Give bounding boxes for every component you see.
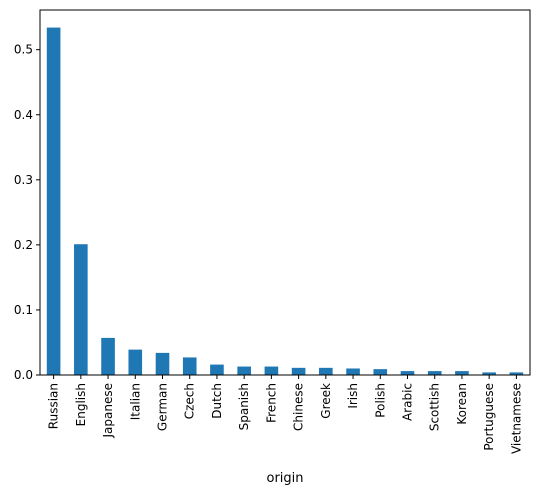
x-tick-label: Dutch <box>210 383 224 419</box>
bar-chinese <box>291 367 306 375</box>
x-tick-label: Scottish <box>428 383 442 431</box>
x-tick-label: Russian <box>47 383 61 429</box>
bar-greek <box>319 367 333 375</box>
bar-french <box>264 366 279 375</box>
x-tick-label: Korean <box>455 383 469 425</box>
x-tick-label: German <box>156 383 170 431</box>
bars-group <box>46 27 524 376</box>
bar-english <box>74 244 88 375</box>
bar-vietnamese <box>509 372 524 375</box>
x-tick-label: English <box>74 383 88 426</box>
x-tick-label: Vietnamese <box>509 383 523 454</box>
x-tick-label: Irish <box>346 383 360 409</box>
bar-spanish <box>237 366 251 375</box>
x-tick-label: Chinese <box>292 383 306 431</box>
x-axis: Russian English Japanese Italian German Czech… <box>47 375 523 454</box>
y-tick-label: 0.2 <box>14 238 33 252</box>
bar-italian <box>128 349 143 375</box>
bar-dutch <box>210 364 224 375</box>
x-tick-label: Polish <box>373 383 387 418</box>
x-tick-label: Italian <box>128 383 142 420</box>
plot-frame <box>39 9 531 376</box>
x-tick-label: Spanish <box>237 383 251 430</box>
x-tick-label: Japanese <box>101 383 115 439</box>
bar-korean <box>455 371 469 375</box>
y-axis: 0.0 0.1 0.2 0.3 0.4 0.5 <box>14 43 40 382</box>
y-tick-label: 0.4 <box>14 108 33 122</box>
bar-czech <box>182 357 197 375</box>
x-tick-label: Arabic <box>401 383 415 421</box>
x-tick-label: Portuguese <box>482 383 496 451</box>
bar-polish <box>373 369 388 375</box>
y-tick-label: 0.3 <box>14 173 33 187</box>
y-tick-label: 0.5 <box>14 43 33 57</box>
y-tick-label: 0.1 <box>14 303 33 317</box>
x-axis-title: origin <box>266 471 303 486</box>
bar-irish <box>346 368 360 375</box>
bar-scottish <box>427 371 442 375</box>
y-tick-label: 0.0 <box>14 368 33 382</box>
bar-portuguese <box>482 372 496 375</box>
x-tick-label: Czech <box>183 383 197 419</box>
x-tick-label: French <box>264 383 278 423</box>
bar-arabic <box>400 371 415 375</box>
bar-german <box>155 352 170 375</box>
bar-russian <box>46 27 61 376</box>
x-tick-label: Greek <box>319 383 333 419</box>
bar-japanese <box>101 337 115 375</box>
